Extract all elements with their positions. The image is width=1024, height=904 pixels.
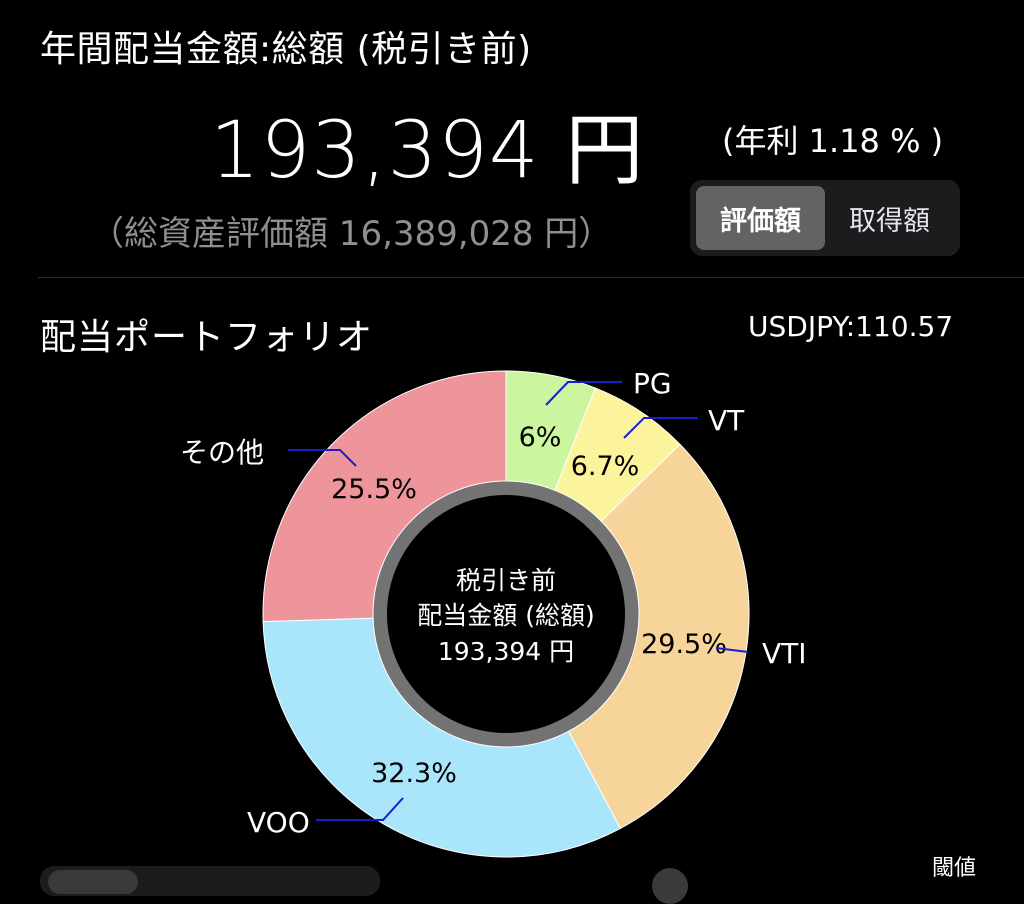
center-text-line-2: 配当金額 (総額) (417, 601, 594, 630)
toggle-acquisition-cost-button[interactable]: 取得額 (849, 205, 930, 237)
bottom-segmented-knob[interactable] (48, 870, 138, 894)
toggle-market-value-button[interactable]: 評価額 (696, 186, 825, 250)
portfolio-title: 配当ポートフォリオ (40, 317, 374, 358)
leader-line-vt (623, 417, 698, 439)
legend-label-vt: VT (708, 404, 745, 437)
donut-inner-ring (373, 481, 639, 747)
slice-vti (567, 443, 750, 830)
valuation-toggle: 評価額 取得額 (690, 180, 960, 256)
page-title: 年間配当金額:総額 (税引き前) (40, 29, 532, 70)
legend-label-other: その他 (180, 436, 264, 469)
legend-label-pg: PG (633, 367, 672, 400)
legend-label-voo: VOO (247, 806, 310, 839)
slice-voo (262, 617, 622, 858)
fx-rate: USDJPY:110.57 (748, 310, 954, 343)
data-label-vt: 6.7% (571, 451, 640, 482)
total-assets-value: （総資産評価額 16,389,028 円） (90, 214, 613, 254)
leader-line-pg (545, 381, 622, 406)
data-label-pg: 6% (519, 422, 562, 453)
bottom-toggle-knob[interactable] (652, 868, 688, 904)
section-divider (38, 277, 1024, 278)
annual-dividend-amount: 193,394 円 (210, 106, 645, 196)
center-text-line-1: 税引き前 (456, 566, 556, 595)
data-label-other: 25.5% (331, 474, 417, 505)
slice-other (262, 370, 507, 623)
leader-line-other (288, 449, 357, 467)
threshold-label: 閾値 (932, 856, 977, 881)
yield-rate: (年利 1.18 % ) (722, 122, 944, 160)
center-text-line-3: 193,394 円 (438, 637, 574, 666)
data-label-vti: 29.5% (641, 629, 727, 660)
data-label-voo: 32.3% (371, 758, 457, 789)
leader-line-vti (715, 647, 749, 653)
legend-label-vti: VTI (762, 637, 807, 670)
dividend-donut-chart: 6% PG 6.7% VT 29.5% VTI 32.3% VOO 25.5% その他税引き前配当… (180, 367, 807, 858)
leader-line-voo (316, 797, 404, 821)
